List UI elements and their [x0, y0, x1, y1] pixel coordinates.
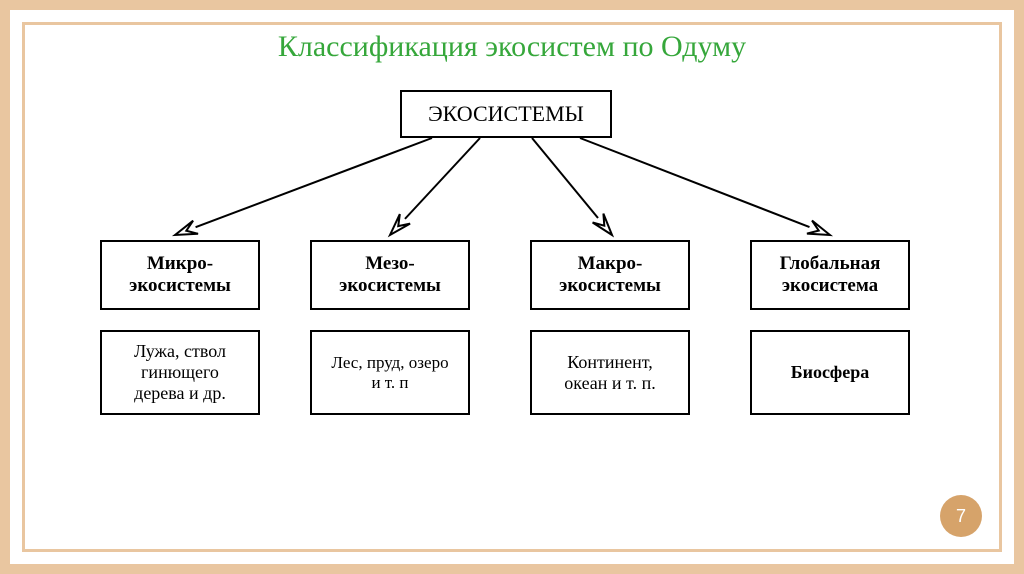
type-box-0: Микро- экосистемы [100, 240, 260, 310]
type-box-3: Глобальная экосистема [750, 240, 910, 310]
example-box-2: Континент, океан и т. п. [530, 330, 690, 415]
example-box-1: Лес, пруд, озеро и т. п [310, 330, 470, 415]
type-box-2: Макро- экосистемы [530, 240, 690, 310]
slide-number-badge: 7 [940, 495, 982, 537]
example-box-0: Лужа, ствол гинющего дерева и др. [100, 330, 260, 415]
type-box-1: Мезо- экосистемы [310, 240, 470, 310]
slide-title: Классификация экосистем по Одуму [0, 30, 1024, 64]
root-node: ЭКОСИСТЕМЫ [400, 90, 612, 138]
example-box-3: Биосфера [750, 330, 910, 415]
